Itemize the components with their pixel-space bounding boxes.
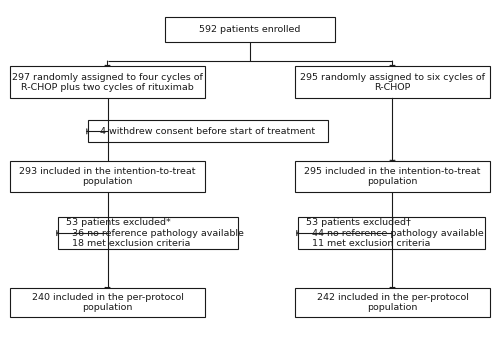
FancyBboxPatch shape <box>88 120 328 142</box>
FancyBboxPatch shape <box>295 161 490 192</box>
Text: 295 randomly assigned to six cycles of
R-CHOP: 295 randomly assigned to six cycles of R… <box>300 73 485 92</box>
FancyBboxPatch shape <box>10 288 205 317</box>
Text: 242 included in the per-protocol
population: 242 included in the per-protocol populat… <box>316 293 468 312</box>
Text: 293 included in the intention-to-treat
population: 293 included in the intention-to-treat p… <box>19 166 196 186</box>
Text: 53 patients excluded†
  44 no reference pathology available
  11 met exclusion c: 53 patients excluded† 44 no reference pa… <box>306 218 484 248</box>
FancyBboxPatch shape <box>295 288 490 317</box>
FancyBboxPatch shape <box>295 66 490 98</box>
FancyBboxPatch shape <box>58 217 238 249</box>
FancyBboxPatch shape <box>10 66 205 98</box>
Text: 240 included in the per-protocol
population: 240 included in the per-protocol populat… <box>32 293 184 312</box>
Text: 53 patients excluded*
  36 no reference pathology available
  18 met exclusion c: 53 patients excluded* 36 no reference pa… <box>66 218 244 248</box>
Text: 592 patients enrolled: 592 patients enrolled <box>200 25 300 34</box>
Text: 4 withdrew consent before start of treatment: 4 withdrew consent before start of treat… <box>100 127 315 136</box>
FancyBboxPatch shape <box>298 217 485 249</box>
Text: 297 randomly assigned to four cycles of
R-CHOP plus two cycles of rituximab: 297 randomly assigned to four cycles of … <box>12 73 203 92</box>
FancyBboxPatch shape <box>165 17 335 42</box>
FancyBboxPatch shape <box>10 161 205 192</box>
Text: 295 included in the intention-to-treat
population: 295 included in the intention-to-treat p… <box>304 166 480 186</box>
